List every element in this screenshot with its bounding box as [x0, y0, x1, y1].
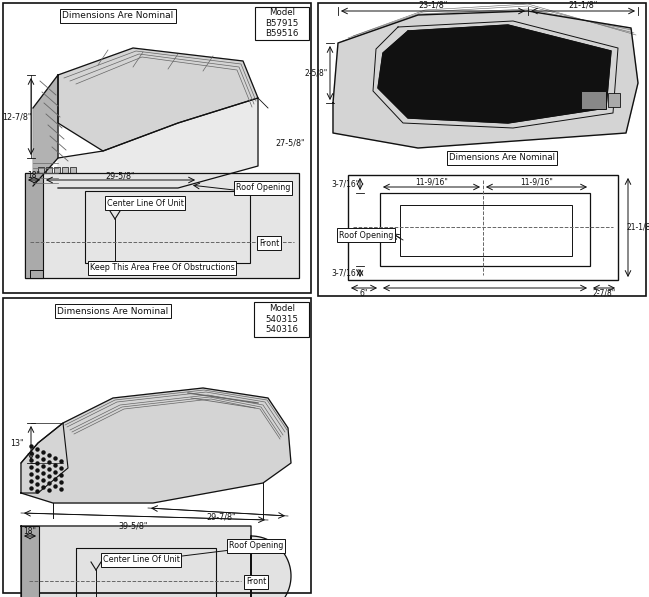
Text: 23-1/8": 23-1/8": [419, 1, 448, 10]
Bar: [21, 526, 39, 597]
Text: 3-7/16": 3-7/16": [332, 180, 360, 189]
Text: Dimensions Are Nominal: Dimensions Are Nominal: [449, 153, 555, 162]
Text: Roof Opening: Roof Opening: [229, 541, 283, 550]
Text: 21-1/8": 21-1/8": [626, 223, 649, 232]
Text: Front: Front: [259, 238, 279, 248]
Text: Roof Opening: Roof Opening: [236, 183, 290, 192]
Text: 2-7/8": 2-7/8": [593, 288, 616, 297]
Text: Center Line Of Unit: Center Line Of Unit: [103, 555, 179, 565]
Text: 13": 13": [10, 439, 24, 448]
Text: 2-5/8": 2-5/8": [304, 69, 328, 78]
Polygon shape: [378, 25, 611, 123]
Text: 39-5/8": 39-5/8": [118, 522, 148, 531]
Bar: [46, 167, 52, 175]
Bar: [400, 205, 572, 256]
Text: 18": 18": [23, 528, 36, 537]
Text: 29-5/8": 29-5/8": [105, 171, 135, 180]
Text: 12-7/8": 12-7/8": [2, 112, 32, 121]
Bar: [76, 548, 216, 597]
Bar: [3, 298, 311, 593]
Bar: [608, 93, 620, 107]
Polygon shape: [33, 75, 58, 186]
Text: 6": 6": [360, 288, 368, 297]
Text: Dimensions Are Nominal: Dimensions Are Nominal: [62, 11, 174, 20]
Text: Center Line Of Unit: Center Line Of Unit: [106, 198, 184, 208]
Text: Front: Front: [246, 577, 266, 586]
Bar: [25, 173, 299, 278]
Bar: [581, 91, 606, 109]
Polygon shape: [21, 526, 291, 597]
Polygon shape: [333, 11, 638, 148]
Text: 11-9/16": 11-9/16": [415, 177, 448, 186]
Bar: [3, 3, 311, 293]
Text: Model
B57915
B59516: Model B57915 B59516: [265, 8, 299, 38]
Bar: [25, 173, 43, 278]
Polygon shape: [21, 423, 68, 493]
Bar: [380, 193, 590, 266]
Text: Keep This Area Free Of Obstructions: Keep This Area Free Of Obstructions: [90, 263, 234, 272]
Bar: [54, 167, 60, 175]
Text: 27-5/8": 27-5/8": [275, 139, 304, 147]
Text: 11-9/16": 11-9/16": [520, 177, 553, 186]
Polygon shape: [58, 98, 258, 188]
Bar: [70, 167, 76, 175]
Bar: [62, 167, 68, 175]
Text: 21-1/8": 21-1/8": [569, 1, 598, 10]
Text: 3-7/16": 3-7/16": [332, 269, 360, 278]
Text: Model
540315
540316: Model 540315 540316: [265, 304, 299, 334]
Text: Dimensions Are Nominal: Dimensions Are Nominal: [57, 306, 169, 315]
Polygon shape: [21, 388, 291, 503]
Bar: [85, 191, 250, 263]
Bar: [348, 175, 618, 280]
Text: 18": 18": [27, 171, 40, 180]
Bar: [38, 167, 44, 175]
Polygon shape: [58, 48, 258, 151]
Bar: [254, 302, 309, 337]
Bar: [318, 3, 646, 296]
Text: Roof Opening: Roof Opening: [339, 230, 393, 239]
Text: 29-7/8": 29-7/8": [206, 513, 236, 522]
Bar: [255, 7, 309, 40]
